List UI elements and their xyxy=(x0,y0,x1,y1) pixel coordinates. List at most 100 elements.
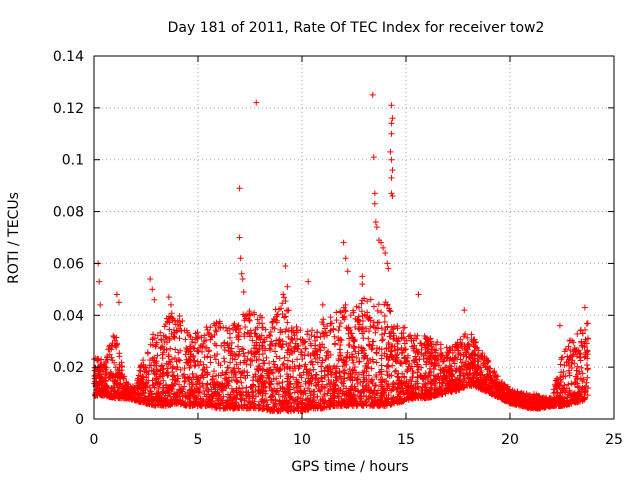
data-point xyxy=(146,390,153,397)
data-point xyxy=(463,358,470,365)
data-point xyxy=(189,336,196,343)
data-point xyxy=(378,371,385,378)
data-point xyxy=(154,352,161,359)
data-point xyxy=(154,368,161,375)
data-point xyxy=(152,343,159,350)
data-point xyxy=(530,400,537,407)
data-point xyxy=(359,402,366,409)
data-point xyxy=(583,362,590,369)
data-point xyxy=(350,343,357,350)
data-point xyxy=(277,329,284,336)
data-point xyxy=(128,396,135,403)
data-point xyxy=(226,325,233,332)
data-point xyxy=(285,343,292,350)
data-point xyxy=(389,115,396,122)
data-point xyxy=(234,378,241,385)
data-point xyxy=(323,381,330,388)
data-point xyxy=(181,327,188,334)
data-point xyxy=(309,358,316,365)
data-point xyxy=(245,349,252,356)
data-point xyxy=(530,397,537,404)
data-point xyxy=(221,347,228,354)
data-point xyxy=(237,255,244,262)
data-point xyxy=(373,224,380,231)
data-point xyxy=(270,358,277,365)
data-point xyxy=(309,374,316,381)
data-point xyxy=(475,364,482,371)
data-point xyxy=(467,376,474,383)
data-point xyxy=(293,335,300,342)
data-point xyxy=(398,330,405,337)
data-point xyxy=(389,167,396,174)
data-point xyxy=(167,301,174,308)
data-point xyxy=(342,255,349,262)
data-point xyxy=(337,320,344,327)
data-point xyxy=(359,382,366,389)
data-point xyxy=(428,350,435,357)
data-point xyxy=(387,387,394,394)
data-point xyxy=(407,376,414,383)
data-point xyxy=(186,364,193,371)
data-point xyxy=(437,370,444,377)
data-point xyxy=(333,317,340,324)
data-point xyxy=(225,400,232,407)
data-point xyxy=(264,406,271,413)
data-point xyxy=(385,339,392,346)
data-point xyxy=(285,327,292,334)
data-point xyxy=(374,307,381,314)
data-point xyxy=(111,384,118,391)
data-point xyxy=(321,333,328,340)
data-point xyxy=(97,301,104,308)
data-point xyxy=(164,392,171,399)
data-point xyxy=(331,402,338,409)
data-point xyxy=(161,323,168,330)
data-point xyxy=(171,334,178,341)
data-point xyxy=(334,393,341,400)
data-point xyxy=(106,346,113,353)
data-point xyxy=(332,365,339,372)
data-point xyxy=(388,190,395,197)
data-point xyxy=(429,346,436,353)
data-point xyxy=(358,389,365,396)
data-point xyxy=(355,313,362,320)
data-point xyxy=(365,379,372,386)
data-point xyxy=(341,359,348,366)
data-point xyxy=(233,377,240,384)
data-point xyxy=(203,385,210,391)
data-point xyxy=(457,336,464,343)
data-point xyxy=(414,369,421,376)
data-point xyxy=(172,346,179,353)
data-point xyxy=(254,333,261,340)
data-point xyxy=(301,363,308,370)
data-point xyxy=(284,407,291,414)
data-point xyxy=(386,307,393,314)
data-point xyxy=(371,324,378,331)
data-point xyxy=(308,332,315,339)
data-point xyxy=(203,324,210,331)
data-point xyxy=(159,343,166,350)
data-point xyxy=(421,332,428,339)
data-point xyxy=(561,382,568,389)
data-point xyxy=(583,320,590,327)
data-point xyxy=(309,375,316,382)
data-point xyxy=(319,383,326,390)
data-point xyxy=(432,375,439,382)
data-point xyxy=(266,360,273,367)
data-point xyxy=(260,384,267,391)
data-point xyxy=(419,395,426,402)
data-point xyxy=(293,376,300,383)
data-point xyxy=(276,367,283,374)
data-point xyxy=(342,307,349,314)
data-point xyxy=(124,395,131,402)
data-point xyxy=(172,321,179,328)
data-point xyxy=(384,362,391,369)
data-point xyxy=(224,397,231,404)
data-point xyxy=(573,398,580,405)
data-point xyxy=(207,359,214,366)
data-point xyxy=(408,385,415,392)
data-point xyxy=(237,374,244,381)
data-point xyxy=(282,263,289,270)
x-tick-label: 25 xyxy=(605,432,623,448)
data-point xyxy=(243,392,250,399)
data-point xyxy=(391,335,398,342)
